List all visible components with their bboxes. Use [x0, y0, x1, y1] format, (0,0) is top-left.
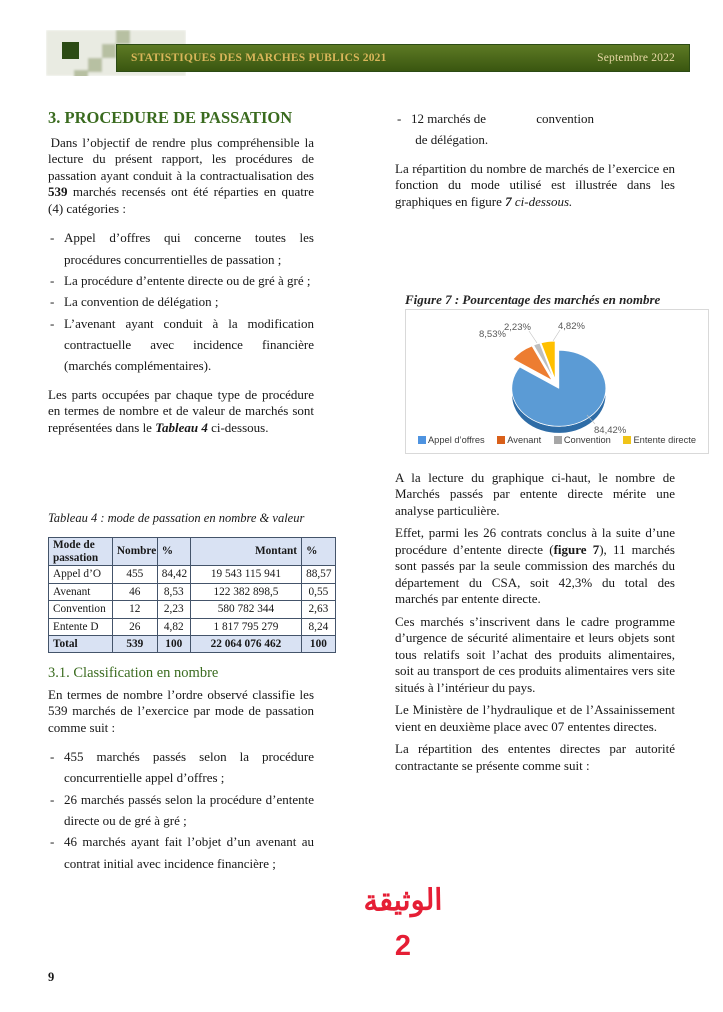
svg-text:2,23%: 2,23%: [504, 322, 531, 333]
svg-text:8,53%: 8,53%: [479, 329, 506, 340]
svg-text:4,82%: 4,82%: [558, 321, 585, 332]
